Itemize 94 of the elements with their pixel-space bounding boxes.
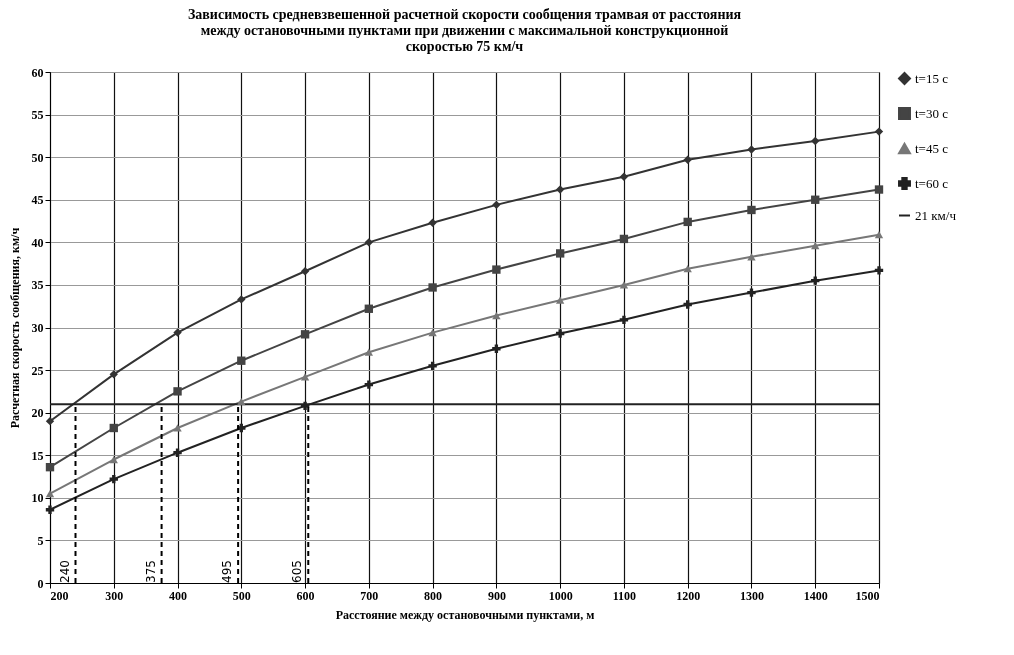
point (300, 330, 310, 339)
point (747, 288, 756, 297)
point (173, 387, 182, 396)
point (811, 136, 820, 146)
ref-line-label: 495 (220, 560, 235, 583)
point (237, 295, 246, 304)
point (619, 234, 629, 244)
point (619, 281, 629, 289)
x-tick-label: 300 (105, 588, 124, 603)
legend-label: t=15 с (915, 70, 949, 86)
point (555, 185, 565, 194)
point (45, 505, 55, 514)
y-axis-title: Расчетная скорость сообщения, км/ч (7, 227, 22, 429)
y-tick-label: 35 (31, 278, 44, 293)
x-tick-label: 1100 (612, 588, 637, 603)
y-tick-label: 30 (31, 321, 44, 335)
legend-label: t=60 с (915, 175, 949, 191)
point (811, 195, 820, 204)
point (492, 200, 501, 210)
point (173, 424, 182, 432)
point (555, 249, 565, 258)
point (45, 417, 55, 426)
point (747, 253, 756, 261)
ref-line-label: 605 (290, 560, 305, 583)
point (874, 231, 884, 239)
legend-label: t=30 с (915, 105, 949, 121)
point (237, 356, 246, 365)
point (428, 328, 437, 337)
x-axis-title: Расстояние между остановочными пунктами, м (335, 607, 595, 622)
ref-line-label: 375 (143, 560, 158, 583)
point (874, 127, 884, 136)
x-tick-label: 1200 (676, 588, 701, 603)
point (45, 489, 55, 498)
point (683, 300, 692, 309)
y-tick-label: 60 (31, 65, 44, 80)
point (364, 238, 374, 247)
y-tick-label: 40 (31, 235, 44, 250)
point (237, 397, 246, 406)
x-tick-label: 500 (232, 588, 251, 603)
point (874, 266, 884, 275)
x-tick-label: 200 (50, 588, 69, 603)
point (747, 205, 756, 215)
point (683, 155, 692, 164)
x-tick-label: 1000 (548, 588, 573, 603)
point (492, 265, 501, 274)
point (555, 329, 565, 338)
x-tick-label: 800 (424, 588, 443, 603)
point (45, 462, 55, 472)
point (109, 370, 118, 379)
ref-line-label: 240 (57, 560, 72, 583)
point (300, 401, 310, 411)
point (683, 217, 692, 227)
point (747, 145, 756, 154)
point (364, 380, 374, 389)
x-tick-label: 1400 (803, 588, 828, 603)
x-tick-label: 1300 (739, 588, 764, 603)
point (109, 455, 118, 464)
x-tick-label: 1500 (855, 588, 880, 603)
point (428, 361, 437, 371)
point (364, 348, 374, 356)
point (874, 185, 884, 194)
point (300, 373, 310, 381)
point (109, 423, 118, 433)
y-tick-label: 20 (31, 406, 44, 421)
point (109, 474, 118, 484)
point (619, 172, 629, 181)
point (300, 267, 310, 276)
legend-label: t=45 с (915, 140, 949, 156)
x-tick-label: 400 (169, 588, 188, 603)
point (173, 328, 182, 337)
y-tick-label: 25 (31, 363, 44, 378)
y-tick-label: 15 (31, 448, 44, 463)
y-tick-label: 50 (31, 150, 44, 165)
point (428, 218, 437, 227)
point (683, 265, 692, 273)
point (811, 242, 820, 250)
point (492, 311, 501, 320)
point (364, 304, 374, 313)
x-tick-label: 900 (487, 588, 506, 603)
point (428, 283, 437, 292)
point (492, 344, 501, 353)
chart-title: Зависимость средневзвешенной расчетной скорости сообщения трамвая от расстояния между остановочными пунктами при движении с максимальной конструкционной скоростью 75 км/ч (187, 7, 742, 54)
point (555, 296, 565, 304)
point (619, 315, 629, 325)
x-tick-label: 700 (360, 588, 379, 603)
point (811, 276, 820, 285)
y-tick-label: 0 (37, 576, 44, 591)
y-tick-label: 10 (31, 491, 44, 506)
y-tick-label: 55 (31, 108, 44, 123)
y-tick-label: 5 (37, 533, 44, 548)
x-tick-label: 600 (296, 588, 315, 603)
y-tick-label: 45 (31, 193, 44, 208)
legend-label: 21 км/ч (915, 207, 957, 223)
point (173, 448, 182, 457)
